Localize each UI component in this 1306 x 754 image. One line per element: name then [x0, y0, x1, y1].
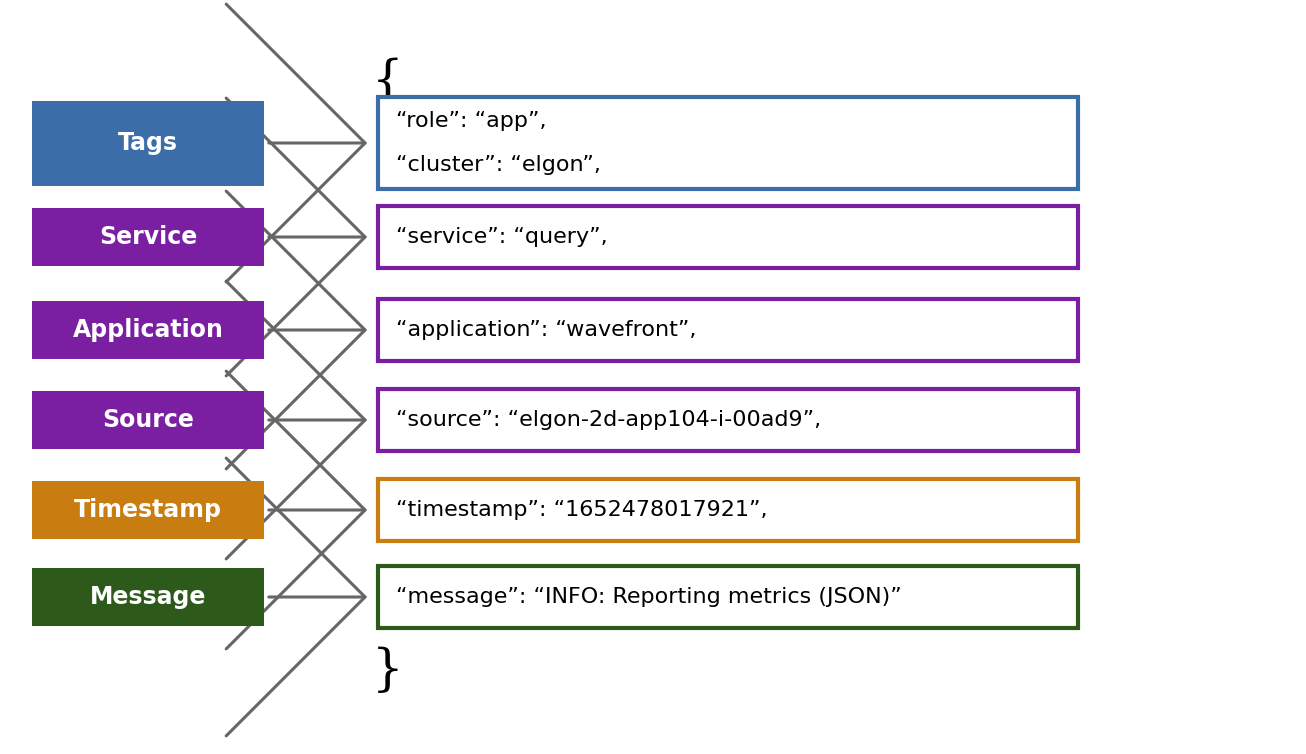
- Bar: [377, 97, 1077, 189]
- Text: Source: Source: [102, 408, 193, 432]
- Text: “source”: “elgon-2d-app104-i-00ad9”,: “source”: “elgon-2d-app104-i-00ad9”,: [396, 410, 821, 430]
- Bar: [33, 301, 264, 359]
- Bar: [377, 206, 1077, 268]
- Bar: [377, 479, 1077, 541]
- Bar: [33, 100, 264, 185]
- Text: Message: Message: [90, 585, 206, 609]
- Bar: [377, 566, 1077, 628]
- Bar: [33, 568, 264, 626]
- Text: “role”: “app”,: “role”: “app”,: [396, 111, 546, 131]
- Text: “message”: “INFO: Reporting metrics (JSON)”: “message”: “INFO: Reporting metrics (JSO…: [396, 587, 901, 607]
- Text: “cluster”: “elgon”,: “cluster”: “elgon”,: [396, 155, 601, 175]
- Text: “application”: “wavefront”,: “application”: “wavefront”,: [396, 320, 696, 340]
- Bar: [33, 208, 264, 266]
- Text: }: }: [372, 646, 404, 696]
- Bar: [33, 391, 264, 449]
- Bar: [377, 299, 1077, 361]
- Text: Application: Application: [73, 318, 223, 342]
- Text: {: {: [372, 58, 404, 108]
- Text: Service: Service: [99, 225, 197, 249]
- Text: “timestamp”: “1652478017921”,: “timestamp”: “1652478017921”,: [396, 500, 768, 520]
- Text: Timestamp: Timestamp: [74, 498, 222, 522]
- Bar: [33, 481, 264, 539]
- Text: Tags: Tags: [118, 131, 178, 155]
- Bar: [377, 389, 1077, 451]
- Text: “service”: “query”,: “service”: “query”,: [396, 227, 607, 247]
